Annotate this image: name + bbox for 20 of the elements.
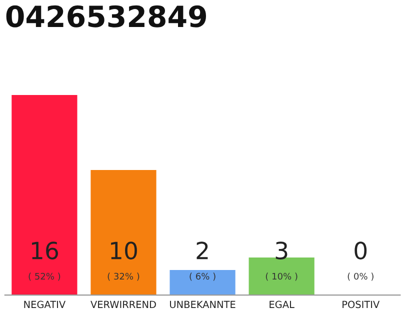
annotation: ( 52% ) bbox=[28, 272, 60, 281]
chart-title: 0426532849 bbox=[6, 5, 206, 28]
annotation: ( 10% ) bbox=[266, 272, 298, 281]
bar bbox=[248, 258, 314, 296]
x-tick-label: VERWIRREND bbox=[90, 300, 156, 308]
bar bbox=[170, 270, 236, 296]
annotation: ( 6% ) bbox=[190, 272, 216, 281]
x-tick-label: POSITIV bbox=[342, 300, 380, 308]
bar bbox=[12, 95, 78, 296]
annotation: ( 32% ) bbox=[108, 272, 140, 281]
x-tick-label: NEGATIV bbox=[24, 300, 66, 308]
x-tick-label: EGAL bbox=[270, 300, 294, 308]
data-label: 10 bbox=[111, 242, 137, 260]
data-label: 16 bbox=[32, 242, 58, 260]
x-tick-label: UNBEKANNTE bbox=[170, 300, 236, 308]
data-label: 0 bbox=[354, 242, 367, 260]
data-label: 2 bbox=[196, 242, 208, 260]
annotation: ( 0% ) bbox=[348, 272, 374, 281]
bar bbox=[90, 170, 156, 296]
data-label: 3 bbox=[276, 242, 288, 260]
